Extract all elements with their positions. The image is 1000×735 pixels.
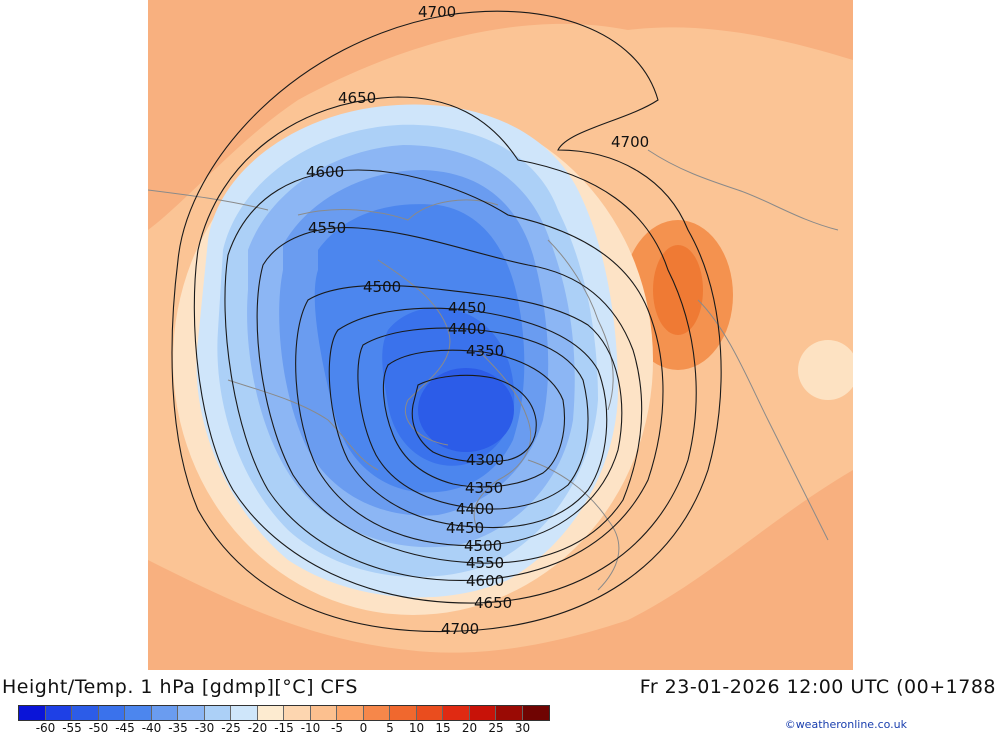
colorbar-swatch [469,706,496,720]
contour-4450 [328,307,608,529]
cold-core [418,368,514,452]
hot-core-east [653,245,703,335]
contour-label: 4350 [466,342,504,360]
colorbar-tick-label: -5 [331,721,343,735]
contour-labels: 4700 4700 4650 4600 4550 4500 4450 4400 … [306,3,649,638]
contour-label: 4600 [466,572,504,590]
contour-label: 4500 [363,278,401,296]
colorbar-tick-label: 20 [461,721,478,735]
colorbar-swatch [522,706,549,720]
colorbar-swatch [178,706,205,720]
contour-label: 4550 [308,219,346,237]
colorbar-swatch [284,706,311,720]
contour-label: 4300 [466,451,504,469]
coastlines [148,149,839,591]
colorbar-tick-label: 10 [408,721,425,735]
contour-label: 4400 [456,500,494,518]
contour-lines [171,10,722,633]
contour-4400 [357,327,589,510]
contour-label: 4600 [306,163,344,181]
warm-region-bottom [148,470,853,670]
colorbar-swatch [72,706,99,720]
contour-4600 [224,169,664,582]
contour-label: 4500 [464,537,502,555]
colorbar-swatch [231,706,258,720]
colorbar-tick-label: -40 [141,721,162,735]
colorbar-tick-label: -60 [35,721,56,735]
colorbar-swatch [390,706,417,720]
contour-4350 [382,349,566,488]
colorbar-tick-label: 0 [359,721,368,735]
colorbar-tick-label: -45 [115,721,135,735]
colorbar-tick-label: -30 [194,721,215,735]
credit-link[interactable]: ©weatheronline.co.uk [784,718,907,731]
contour-label: 4650 [338,89,376,107]
warm-region-upper-left [148,0,853,230]
height-temperature-map: 4700 4700 4650 4600 4550 4500 4450 4400 … [148,0,853,670]
chart-title: Height/Temp. 1 hPa [gdmp][°C] CFS [2,676,358,698]
contour-label: 4700 [611,133,649,151]
contour-4300 [411,374,537,463]
colorbar-ticks: -60 -55 -50 -45 -40 -35 -30 -25 -20 -15 -10 -5 0 5 10 1… [18,721,578,735]
temperature-colorbar [18,705,550,721]
colorbar-swatch [416,706,443,720]
colorbar-swatch [19,706,46,720]
contour-label: 4400 [448,320,486,338]
colorbar-tick-label: 15 [435,721,451,735]
contour-4500 [295,285,623,547]
contour-label: 4550 [466,554,504,572]
colorbar-swatch [443,706,470,720]
colorbar-tick-label: -15 [274,721,294,735]
contour-label: 4450 [448,299,486,317]
colorbar-swatch [363,706,390,720]
contour-4700 [171,10,722,633]
contour-4650 [193,96,697,604]
colorbar-swatch [257,706,284,720]
colorbar-swatch [125,706,152,720]
pale-patch-right [798,340,853,400]
contour-label: 4350 [465,479,503,497]
colorbar-swatch [496,706,523,720]
contour-label: 4700 [418,3,456,21]
colorbar-swatch [337,706,364,720]
colorbar-tick-label: -25 [221,721,241,735]
colorbar-tick-label: 30 [514,721,531,735]
colorbar-tick-label: -55 [62,721,82,735]
forecast-datetime: Fr 23-01-2026 12:00 UTC (00+1788 [639,676,996,698]
colorbar-tick-label: 25 [488,721,504,735]
colorbar-tick-label: -35 [168,721,188,735]
colorbar-swatch [151,706,178,720]
colorbar-swatch [204,706,231,720]
colorbar-tick-label: 5 [386,721,394,735]
colorbar-swatch [310,706,337,720]
contour-4550 [256,227,643,564]
contour-label: 4650 [474,594,512,612]
colorbar-tick-label: -50 [88,721,109,735]
colorbar-swatch [98,706,125,720]
contour-label: 4700 [441,620,479,638]
contour-label: 4450 [446,519,484,537]
colorbar-tick-label: -20 [247,721,268,735]
colorbar-tick-label: -10 [300,721,321,735]
colorbar-swatch [45,706,72,720]
